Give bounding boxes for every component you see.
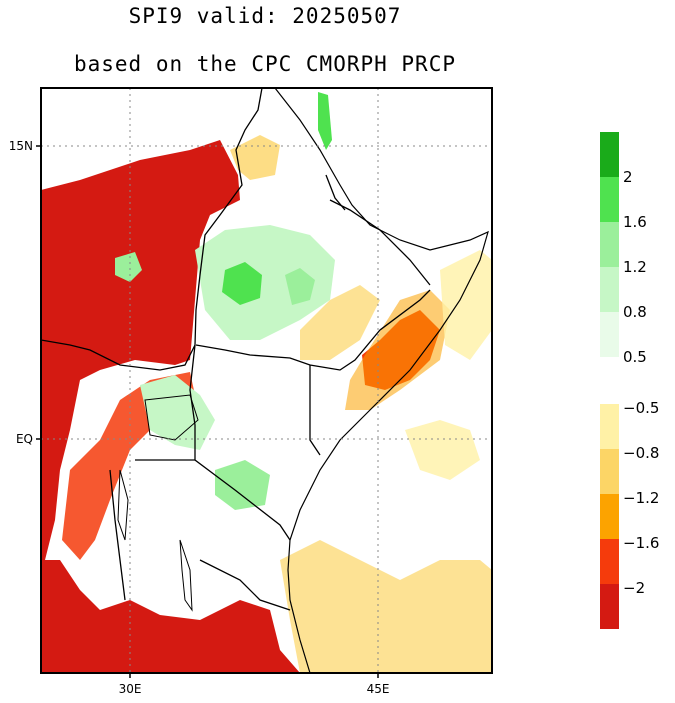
colorbar-label-pos-1: 1.6 — [623, 213, 647, 231]
dry-region-north — [230, 135, 280, 180]
lon-label-45e: 45E — [367, 682, 390, 696]
colorbar-label-neg-2: −1.2 — [623, 489, 659, 507]
colorbar-label-neg-4: −2 — [623, 579, 645, 597]
wet-region-red-sea — [318, 92, 332, 150]
wet-region-sudan — [115, 252, 142, 282]
lat-label-eq: EQ — [16, 432, 33, 446]
colorbar-label-pos-4: 0.5 — [623, 348, 647, 366]
wet-region-ethiopia — [195, 225, 335, 340]
map-frame — [40, 87, 493, 674]
colorbar-label-pos-3: 0.8 — [623, 303, 647, 321]
colorbar-label-neg-3: −1.6 — [623, 534, 659, 552]
drought-region-southwest — [41, 560, 300, 673]
dry-region-south — [280, 540, 492, 673]
dry-region-east — [300, 285, 380, 360]
drought-region-west — [41, 140, 240, 560]
colorbar-label-neg-1: −0.8 — [623, 444, 659, 462]
dry-region-somalia — [345, 290, 450, 410]
lon-label-30e: 30E — [119, 682, 142, 696]
colorbar: 2 1.6 1.2 0.8 0.5 −0.5 −0.8 −1.2 −1.6 −2 — [600, 132, 659, 629]
colorbar-swatch-neg-2 — [600, 494, 619, 539]
colorbar-swatch-neg-1 — [600, 449, 619, 494]
colorbar-swatch-neg-4 — [600, 584, 619, 629]
colorbar-swatch-neg-3 — [600, 539, 619, 584]
chart-title: SPI9 valid: 20250507 — [128, 4, 402, 28]
colorbar-swatch-pos-4 — [600, 312, 619, 357]
axis-ticks — [36, 145, 379, 678]
colorbar-label-pos-0: 2 — [623, 168, 633, 186]
country-borders — [41, 88, 431, 611]
chart-subtitle: based on the CPC CMORPH PRCP — [73, 52, 456, 76]
colorbar-swatch-pos-1 — [600, 177, 619, 222]
colorbar-swatch-pos-0 — [600, 132, 619, 177]
drought-edge-orange — [62, 372, 195, 560]
lat-label-15n: 15N — [9, 139, 33, 153]
dry-region-south-light — [405, 420, 480, 480]
wet-region-ethiopia-core — [222, 262, 262, 305]
graticule — [41, 88, 492, 673]
coastline — [274, 88, 489, 673]
colorbar-label-neg-0: −0.5 — [623, 399, 659, 417]
colorbar-swatch-pos-3 — [600, 267, 619, 312]
wet-region-ethiopia-mid — [285, 268, 315, 305]
dry-region-coast — [440, 250, 492, 360]
spi-field — [41, 92, 492, 673]
wet-region-kenya — [215, 460, 270, 510]
colorbar-swatch-pos-2 — [600, 222, 619, 267]
colorbar-swatch-neg-0 — [600, 404, 619, 449]
wet-region-uganda — [140, 375, 215, 450]
colorbar-label-pos-2: 1.2 — [623, 258, 647, 276]
lakes — [117, 394, 199, 612]
